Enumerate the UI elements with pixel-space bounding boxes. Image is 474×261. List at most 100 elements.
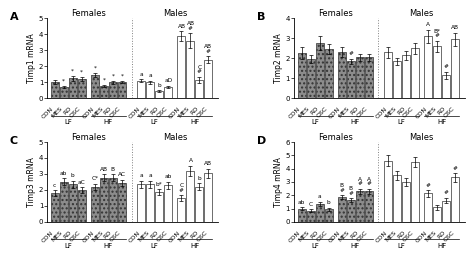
Text: #: # xyxy=(426,182,431,187)
Text: #: # xyxy=(348,51,353,56)
Text: b: b xyxy=(327,200,330,205)
Text: B
#: B # xyxy=(348,186,353,195)
Bar xyxy=(109,178,117,222)
Text: RO: RO xyxy=(310,230,319,240)
Text: C
#: C # xyxy=(179,183,184,193)
Text: #: # xyxy=(444,190,449,195)
Bar xyxy=(347,61,355,98)
Text: HF: HF xyxy=(191,243,200,249)
Text: *: * xyxy=(120,73,123,79)
Text: CON: CON xyxy=(168,230,182,243)
Text: MES: MES xyxy=(51,106,64,119)
Text: HF: HF xyxy=(104,119,113,125)
Bar xyxy=(60,87,68,98)
Text: Males: Males xyxy=(163,9,187,18)
Text: A: A xyxy=(189,158,192,163)
Bar xyxy=(298,53,306,98)
Text: CON: CON xyxy=(82,230,95,243)
Text: LF: LF xyxy=(151,119,159,125)
Text: LF: LF xyxy=(398,243,406,249)
Text: OSC: OSC xyxy=(356,106,369,119)
Text: OSC: OSC xyxy=(196,230,209,243)
Text: RO: RO xyxy=(103,106,113,116)
Text: C: C xyxy=(309,202,313,207)
Text: B
#: B # xyxy=(339,183,344,193)
Text: *: * xyxy=(102,78,105,82)
Text: RO: RO xyxy=(190,106,200,116)
Y-axis label: Timp1 mRNA: Timp1 mRNA xyxy=(27,33,36,83)
Text: MES: MES xyxy=(178,230,191,243)
Text: HF: HF xyxy=(437,243,447,249)
Text: #: # xyxy=(444,64,449,69)
Text: CON: CON xyxy=(128,230,141,243)
Text: C: C xyxy=(10,136,18,146)
Text: Females: Females xyxy=(318,9,353,18)
Text: OSC: OSC xyxy=(155,230,168,243)
Text: HF: HF xyxy=(437,119,447,125)
Bar xyxy=(347,200,355,222)
Bar xyxy=(338,197,346,222)
Bar xyxy=(155,91,163,98)
Bar xyxy=(118,183,126,222)
Bar xyxy=(424,193,432,222)
Bar xyxy=(137,184,146,222)
Bar xyxy=(100,86,108,98)
Text: Males: Males xyxy=(163,133,187,142)
Bar xyxy=(164,87,172,98)
Bar xyxy=(393,61,401,98)
Text: aC: aC xyxy=(78,180,86,185)
Text: Males: Males xyxy=(410,9,434,18)
Text: OSC: OSC xyxy=(109,230,122,243)
Text: OSC: OSC xyxy=(442,230,456,243)
Text: CON: CON xyxy=(41,230,55,243)
Bar xyxy=(91,187,99,222)
Text: OSC: OSC xyxy=(69,106,82,119)
Text: MES: MES xyxy=(91,230,104,243)
Text: LF: LF xyxy=(64,243,72,249)
Text: c: c xyxy=(53,183,56,188)
Text: *: * xyxy=(93,66,96,71)
Bar xyxy=(51,193,59,222)
Bar xyxy=(195,80,203,98)
Text: *: * xyxy=(71,68,74,73)
Bar xyxy=(69,184,77,222)
Text: HF: HF xyxy=(191,119,200,125)
Text: CON: CON xyxy=(82,106,95,120)
Text: CON: CON xyxy=(168,106,182,120)
Text: MES: MES xyxy=(298,230,310,243)
Bar xyxy=(384,161,392,222)
Text: CON: CON xyxy=(415,230,428,243)
Bar xyxy=(451,177,459,222)
Bar xyxy=(424,36,432,98)
Bar xyxy=(307,59,315,98)
Text: Males: Males xyxy=(410,133,434,142)
Bar xyxy=(384,52,392,98)
Bar xyxy=(195,187,203,222)
Text: CON: CON xyxy=(328,106,342,120)
Bar xyxy=(91,75,99,98)
Text: RO: RO xyxy=(350,230,360,240)
Text: AB: AB xyxy=(100,167,108,172)
Text: MES: MES xyxy=(338,106,351,119)
Bar xyxy=(307,211,315,222)
Text: B: B xyxy=(257,12,265,22)
Text: HF: HF xyxy=(104,243,113,249)
Bar xyxy=(177,198,185,222)
Text: *: * xyxy=(62,78,65,83)
Text: LF: LF xyxy=(151,243,159,249)
Text: RO: RO xyxy=(63,106,73,116)
Bar xyxy=(137,81,146,98)
Bar xyxy=(325,209,333,222)
Bar xyxy=(118,82,126,98)
Text: OSC: OSC xyxy=(69,230,82,243)
Text: CON: CON xyxy=(374,106,388,120)
Bar xyxy=(78,190,86,222)
Text: LF: LF xyxy=(398,119,406,125)
Bar xyxy=(51,82,59,98)
Bar xyxy=(316,204,324,222)
Text: MES: MES xyxy=(178,106,191,119)
Text: A
#: A # xyxy=(357,177,362,186)
Text: A: A xyxy=(426,22,430,27)
Text: OSC: OSC xyxy=(402,106,415,119)
Text: MES: MES xyxy=(425,230,438,243)
